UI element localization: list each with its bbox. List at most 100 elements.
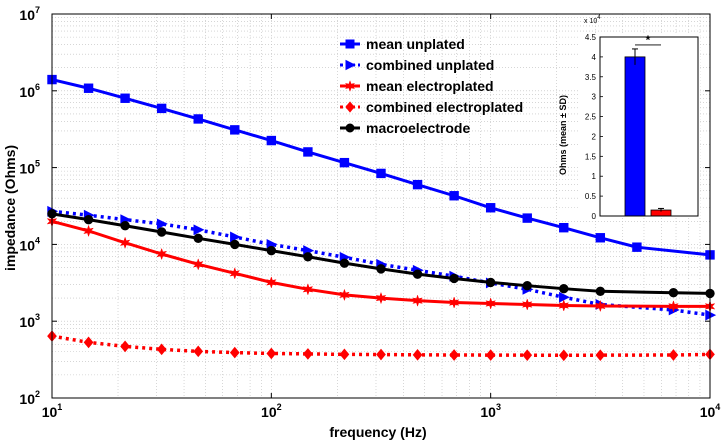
data-point xyxy=(559,283,569,294)
data-point xyxy=(559,291,570,303)
y-tick-base: 10 xyxy=(19,84,35,100)
data-point xyxy=(595,286,606,297)
data-point xyxy=(412,348,423,361)
data-point xyxy=(229,267,241,280)
data-point xyxy=(193,114,203,124)
inset-frame xyxy=(599,36,699,217)
legend-swatch-marker xyxy=(344,80,356,92)
data-point xyxy=(156,227,167,237)
x-axis-label: frequency (Hz) xyxy=(329,424,426,440)
legend-swatch-marker xyxy=(345,123,355,133)
inset-exponent-label: x 104 xyxy=(584,15,601,25)
inset-y-tick-label: 2.5 xyxy=(585,113,597,122)
data-point xyxy=(156,218,168,230)
x-tick-exponent: 2 xyxy=(277,402,282,412)
data-point xyxy=(559,222,569,233)
legend-swatch-marker xyxy=(345,39,355,49)
series-line xyxy=(51,209,711,317)
data-point xyxy=(485,297,497,310)
y-tick-base: 10 xyxy=(19,7,35,23)
inset-exponent-power: 4 xyxy=(597,15,601,21)
x-tick-exponent: 3 xyxy=(496,402,501,412)
data-point xyxy=(120,221,130,231)
inset-bars xyxy=(624,48,672,217)
inset-exponent-prefix: x 10 xyxy=(584,18,597,25)
data-point xyxy=(156,247,168,261)
inset-significance: * xyxy=(635,33,661,47)
data-point xyxy=(522,280,532,291)
data-point xyxy=(595,349,606,362)
series-line xyxy=(51,334,711,358)
data-point xyxy=(120,93,130,103)
x-tick-label: 104 xyxy=(700,402,721,420)
data-point xyxy=(594,299,606,313)
inset-y-tick-label: 3 xyxy=(592,93,597,102)
inset-tick-layer: 0 0.5 1 1.5 2 2.5 3 3.5 4 4.5 xyxy=(585,33,603,221)
data-point xyxy=(412,179,423,190)
legend-label: combined unplated xyxy=(366,57,494,73)
x-tick-base: 10 xyxy=(700,404,716,420)
x-tick-label: 103 xyxy=(480,402,501,420)
data-point xyxy=(193,233,203,244)
y-tick-exponent: 7 xyxy=(35,5,40,15)
data-point xyxy=(632,242,642,252)
y-tick-exponent: 6 xyxy=(35,82,40,92)
y-tick-label: 107 xyxy=(19,5,40,23)
data-point xyxy=(83,83,94,93)
y-tick-label: 102 xyxy=(19,389,40,407)
series-line xyxy=(51,78,711,257)
series-combined-electroplated xyxy=(47,330,715,362)
inset-bar-unplated xyxy=(624,56,646,217)
data-point xyxy=(120,340,130,353)
data-point xyxy=(339,348,350,361)
x-tick-base: 10 xyxy=(480,404,496,420)
y-axis-label: impedance (Ohms) xyxy=(2,145,18,271)
y-tick-exponent: 2 xyxy=(35,389,40,399)
legend-entry: combined electroplated xyxy=(340,99,523,115)
data-point xyxy=(412,294,423,307)
y-tick-exponent: 4 xyxy=(35,235,40,245)
legend-swatch-marker xyxy=(345,101,355,113)
data-point xyxy=(156,103,167,114)
data-point xyxy=(485,277,496,288)
data-point xyxy=(668,288,679,298)
data-point xyxy=(339,258,350,268)
data-point xyxy=(522,213,532,223)
data-point xyxy=(339,288,350,302)
data-point xyxy=(668,349,679,361)
legend-label: mean unplated xyxy=(366,36,465,52)
data-point xyxy=(230,239,240,250)
inset-y-tick-label: 3.5 xyxy=(585,73,597,82)
data-point xyxy=(376,348,386,361)
x-tick-exponent: 4 xyxy=(715,402,720,412)
y-tick-base: 10 xyxy=(19,314,35,330)
data-point xyxy=(229,346,240,359)
inset-bar-chart: 0 0.5 1 1.5 2 2.5 3 3.5 4 4.5 Ohms (mean ± SD) x … xyxy=(558,15,700,221)
x-tick-base: 10 xyxy=(261,404,277,420)
data-point xyxy=(83,214,94,225)
data-point xyxy=(485,203,496,213)
data-point xyxy=(119,236,131,250)
legend-entry: combined unplated xyxy=(340,57,494,73)
y-tick-base: 10 xyxy=(19,391,35,407)
data-point xyxy=(192,258,204,271)
data-point xyxy=(302,283,314,296)
data-point xyxy=(83,336,94,349)
legend: mean unplated combined unplated mean elect… xyxy=(340,36,523,136)
inset-y-tick-label: 1 xyxy=(592,172,597,181)
series-line xyxy=(51,219,710,308)
data-point xyxy=(448,296,460,309)
x-tick-exponent: 1 xyxy=(57,402,62,412)
y-tick-base: 10 xyxy=(19,161,35,177)
y-tick-exponent: 5 xyxy=(35,159,40,169)
inset-y-tick-label: 2 xyxy=(592,132,597,141)
data-point xyxy=(265,276,277,289)
data-point xyxy=(558,299,570,312)
legend-entry: mean electroplated xyxy=(340,78,494,94)
legend-entry: mean unplated xyxy=(340,36,465,52)
data-point xyxy=(230,125,240,135)
data-point xyxy=(339,157,350,168)
y-tick-label: 104 xyxy=(19,235,40,253)
legend-label: macroelectrode xyxy=(366,120,470,136)
